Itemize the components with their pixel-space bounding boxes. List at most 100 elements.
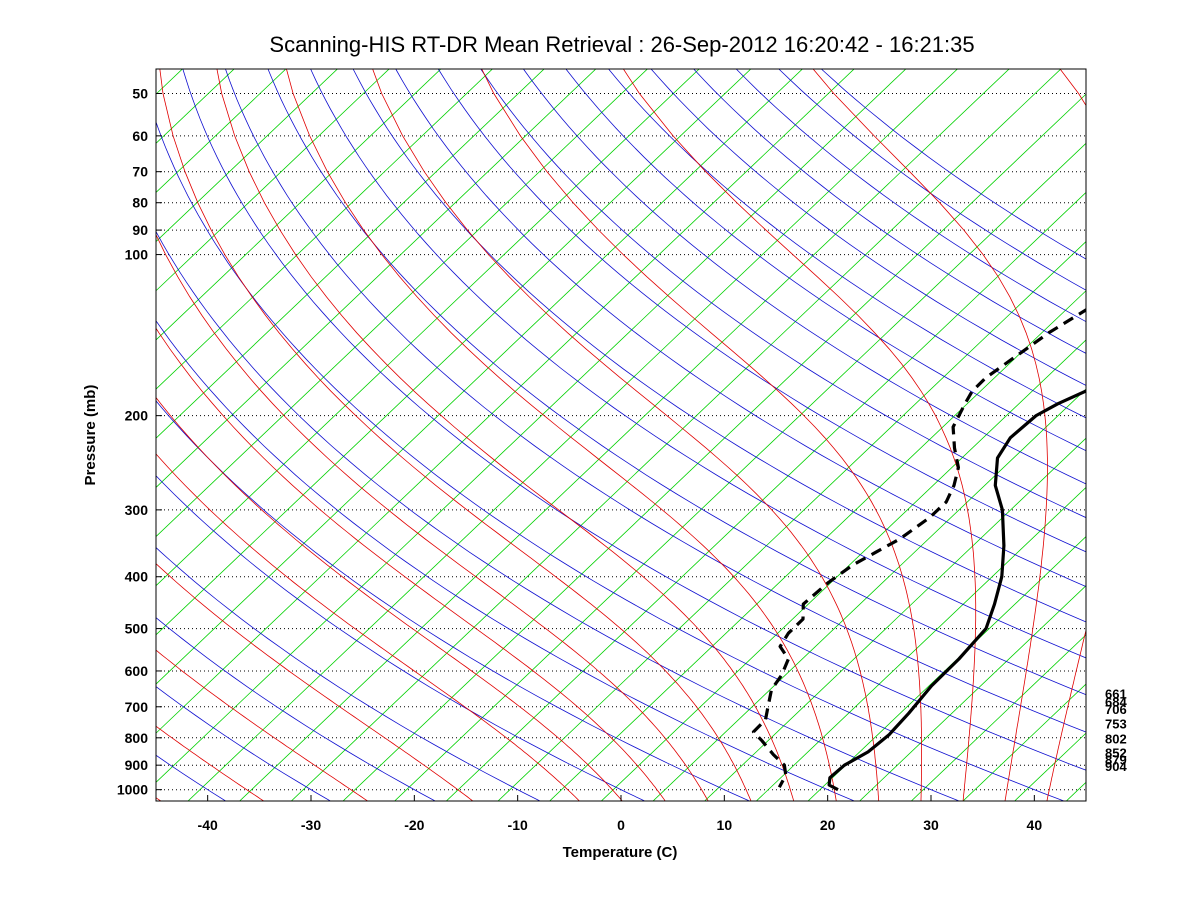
- moist-adiabat: [156, 649, 369, 801]
- dry-adiabat: [608, 69, 1086, 419]
- dry-adiabat: [522, 69, 1086, 485]
- mixing-ratio-line: [156, 69, 338, 243]
- y-tick-label: 1000: [117, 782, 148, 798]
- mixing-ratio-line: [704, 437, 1086, 801]
- y-tick-label: 90: [132, 222, 148, 238]
- mixing-ratio-line: [239, 69, 1010, 801]
- mixing-ratio-line: [910, 634, 1086, 801]
- mixing-ratio-line: [156, 69, 648, 538]
- moist-adiabat: [156, 233, 709, 801]
- mixing-ratio-line: [807, 535, 1086, 801]
- x-tick-label: -10: [508, 817, 528, 833]
- right-pressure-label: 879: [1105, 753, 1127, 768]
- dry-adiabats: [0, 42, 1086, 812]
- moist-adiabat: [156, 563, 474, 801]
- y-tick-label: 80: [132, 195, 148, 211]
- dry-adiabat: [156, 400, 751, 801]
- dry-adiabat: [437, 69, 1086, 553]
- mixing-ratio-line: [156, 69, 493, 390]
- mixing-ratio-line: [394, 142, 1086, 801]
- mixing-ratio-line: [156, 69, 752, 636]
- mixing-ratio-line: [156, 69, 235, 144]
- y-axis-label: Pressure (mb): [82, 385, 99, 486]
- dry-adiabat: [480, 69, 1086, 519]
- x-axis-label: Temperature (C): [563, 844, 678, 861]
- y-tick-label: 50: [132, 85, 148, 101]
- dry-adiabat: [820, 69, 1086, 260]
- mixing-ratio-line: [497, 241, 1086, 801]
- right-pressure-label: 661: [1105, 686, 1127, 701]
- mixing-ratio-line: [156, 69, 442, 341]
- moist-adiabat: [622, 69, 977, 801]
- y-tick-label: 800: [125, 730, 149, 746]
- dry-adiabat: [156, 754, 227, 801]
- moist-adiabats: [0, 42, 1086, 812]
- moist-adiabat: [0, 42, 73, 812]
- mixing-ratio-line: [156, 69, 390, 292]
- mixing-ratio-line: [755, 486, 1086, 801]
- dry-adiabat: [565, 69, 1086, 452]
- dry-adiabat: [650, 69, 1086, 386]
- x-tick-label: 20: [820, 817, 836, 833]
- y-tick-label: 400: [125, 569, 149, 585]
- y-tick-label: 900: [125, 757, 149, 773]
- y-tick-label: 100: [125, 247, 149, 263]
- mixing-ratio-line: [156, 69, 545, 439]
- right-pressure-label: 684: [1105, 694, 1127, 709]
- moist-adiabat: [481, 69, 922, 801]
- right-pressure-label: 802: [1105, 731, 1127, 746]
- y-tick-label: 60: [132, 128, 148, 144]
- x-tick-label: 30: [923, 817, 939, 833]
- y-tick-label: 200: [125, 408, 149, 424]
- mixing-ratio-line: [962, 683, 1086, 801]
- moist-adiabat: [812, 69, 1048, 801]
- right-pressure-label: 753: [1105, 717, 1127, 732]
- mixing-ratio-line: [342, 93, 1086, 801]
- mixing-ratio-line: [0, 42, 56, 812]
- mixing-ratio-line: [1014, 732, 1086, 801]
- dry-adiabat: [156, 617, 437, 801]
- dry-adiabat: [395, 69, 1086, 588]
- moist-adiabat: [159, 69, 752, 801]
- moist-adiabat: [156, 453, 580, 801]
- pressure-gridlines: [156, 93, 1086, 791]
- moist-adiabat: [372, 69, 880, 801]
- dry-adiabat: [156, 547, 541, 801]
- y-axis-ticks: 50 60 70 80 90 100 200 300 400 500 600 700 800 900 100…: [117, 85, 162, 798]
- right-pressure-label: 852: [1105, 745, 1127, 760]
- mixing-ratio-line: [290, 69, 1062, 801]
- mixing-ratio-lines: [0, 42, 1200, 812]
- moist-adiabat: [156, 396, 623, 801]
- mixing-ratio-line: [156, 69, 855, 734]
- mixing-ratio-line: [156, 69, 907, 783]
- y-tick-label: 500: [125, 621, 149, 637]
- y-tick-label: 70: [132, 164, 148, 180]
- dry-adiabat: [352, 69, 1086, 623]
- dry-adiabat: [0, 42, 137, 812]
- x-tick-label: 40: [1027, 817, 1043, 833]
- x-tick-label: 0: [617, 817, 625, 833]
- dry-adiabat: [778, 69, 1086, 291]
- dry-adiabat: [267, 69, 1086, 696]
- mixing-ratio-line: [859, 585, 1086, 801]
- x-tick-label: -30: [301, 817, 321, 833]
- mixing-ratio-line: [156, 69, 287, 194]
- mixing-ratio-line: [0, 42, 160, 812]
- dry-adiabat: [156, 230, 961, 801]
- mixing-ratio-line: [187, 69, 958, 801]
- moist-adiabat: [1046, 69, 1086, 801]
- dry-adiabat: [156, 475, 646, 801]
- mixing-ratio-line: [1158, 42, 1200, 812]
- y-tick-label: 700: [125, 699, 149, 715]
- x-tick-label: -40: [198, 817, 218, 833]
- mixing-ratio-line: [600, 339, 1086, 801]
- mixing-ratio-line: [1065, 781, 1086, 801]
- moist-adiabat: [216, 69, 795, 801]
- mixing-ratio-line: [156, 69, 803, 685]
- dry-adiabat: [310, 69, 1086, 659]
- moist-adiabat: [156, 327, 666, 801]
- dry-adiabat: [156, 320, 856, 801]
- right-pressure-label: 706: [1105, 702, 1127, 717]
